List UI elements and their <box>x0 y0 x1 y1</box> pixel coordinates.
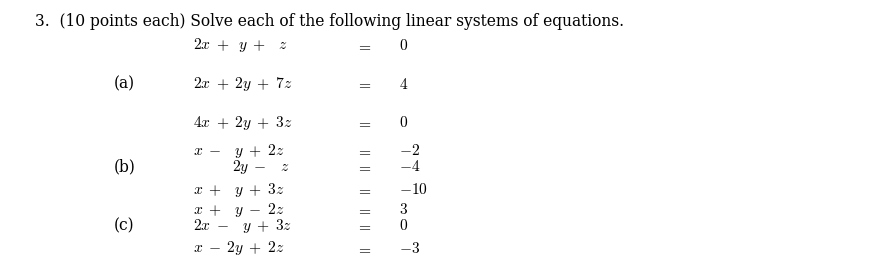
Text: $−10$: $−10$ <box>399 181 427 198</box>
Text: $\mathit{2x\;+\;2y\;+\;7z}$: $\mathit{2x\;+\;2y\;+\;7z}$ <box>193 75 292 93</box>
Text: $−4$: $−4$ <box>399 158 420 175</box>
Text: $−3$: $−3$ <box>399 240 420 257</box>
Text: $0$: $0$ <box>399 37 407 54</box>
Text: $=$: $=$ <box>356 142 371 159</box>
Text: $=$: $=$ <box>356 158 371 175</box>
Text: $\mathit{x\;+\;\;\;y\;+\;3z}$: $\mathit{x\;+\;\;\;y\;+\;3z}$ <box>193 180 284 199</box>
Text: $4$: $4$ <box>399 76 408 93</box>
Text: $\mathit{x\;−\;2y\;+\;2z}$: $\mathit{x\;−\;2y\;+\;2z}$ <box>193 239 284 257</box>
Text: 3.  (10 points each) Solve each of the following linear systems of equations.: 3. (10 points each) Solve each of the fo… <box>35 13 625 30</box>
Text: $=$: $=$ <box>356 76 371 93</box>
Text: $=$: $=$ <box>356 201 371 218</box>
Text: (c): (c) <box>114 217 135 234</box>
Text: $=$: $=$ <box>356 240 371 257</box>
Text: $\mathit{x\;+\;\;\;y\;−\;2z}$: $\mathit{x\;+\;\;\;y\;−\;2z}$ <box>193 201 284 219</box>
Text: $\mathit{4x\;+\;2y\;+\;3z}$: $\mathit{4x\;+\;2y\;+\;3z}$ <box>193 114 292 132</box>
Text: $3$: $3$ <box>399 201 407 218</box>
Text: $=$: $=$ <box>356 181 371 198</box>
Text: $=$: $=$ <box>356 114 371 131</box>
Text: $\mathit{2x\;+\;\;y\;+\;\;\;z}$: $\mathit{2x\;+\;\;y\;+\;\;\;z}$ <box>193 36 288 54</box>
Text: (b): (b) <box>114 158 136 175</box>
Text: $0$: $0$ <box>399 217 407 234</box>
Text: $=$: $=$ <box>356 217 371 234</box>
Text: $\mathit{x\;−\;\;\;y\;+\;2z}$: $\mathit{x\;−\;\;\;y\;+\;2z}$ <box>193 142 284 160</box>
Text: (a): (a) <box>114 76 135 93</box>
Text: $=$: $=$ <box>356 37 371 54</box>
Text: $−2$: $−2$ <box>399 142 420 159</box>
Text: $0$: $0$ <box>399 114 407 131</box>
Text: $\mathit{2x\;−\;\;\;y\;+\;3z}$: $\mathit{2x\;−\;\;\;y\;+\;3z}$ <box>193 217 292 235</box>
Text: $\mathit{2y\;−\;\;\;z}$: $\mathit{2y\;−\;\;\;z}$ <box>232 158 289 176</box>
